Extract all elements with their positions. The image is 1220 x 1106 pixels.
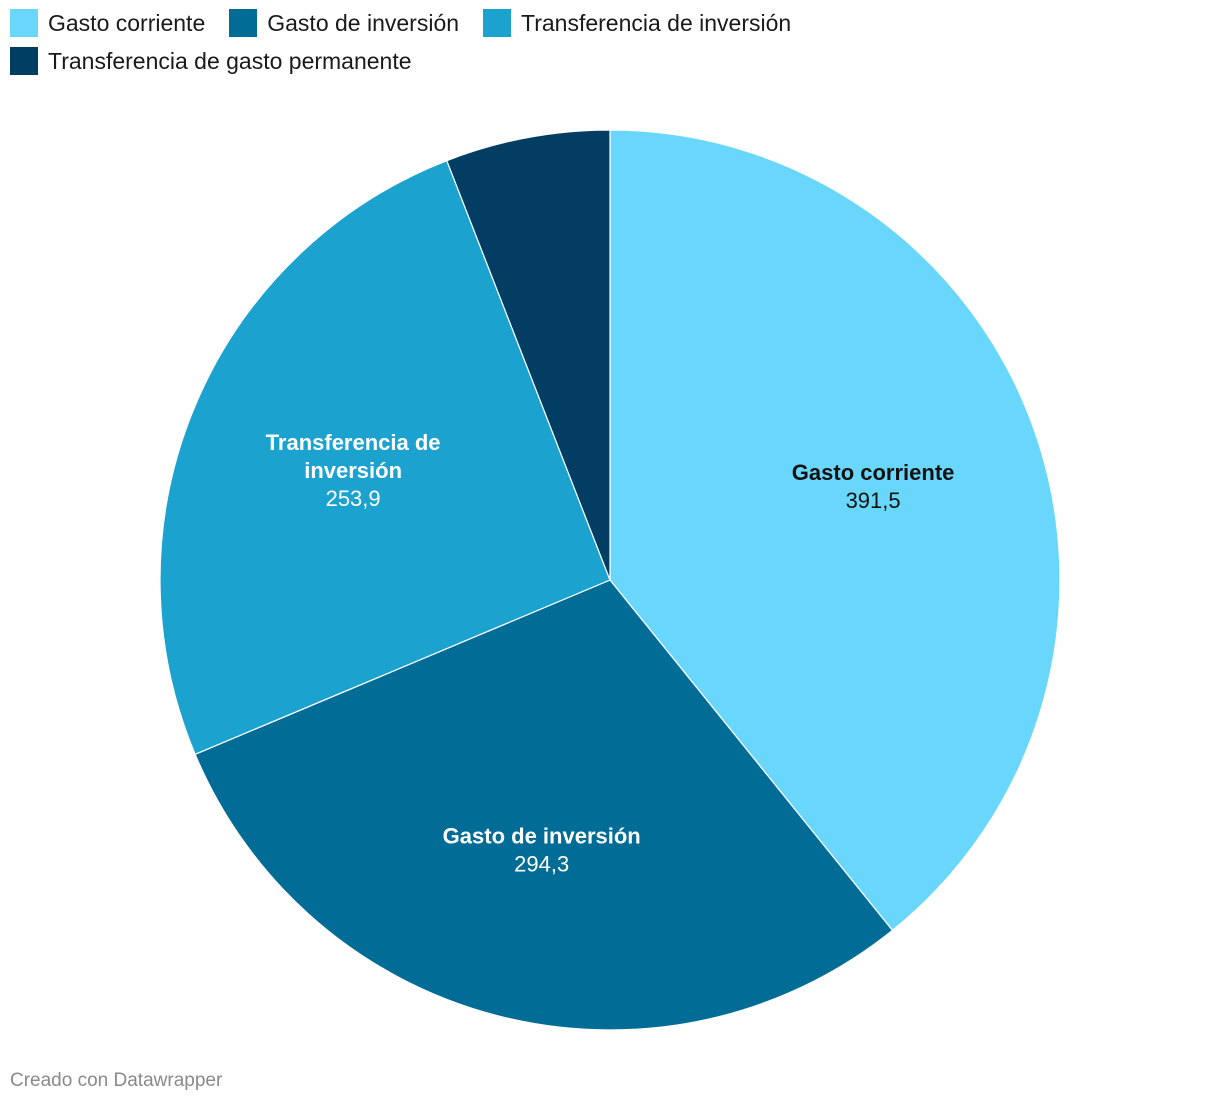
slice-label-gasto-de-inversion: Gasto de inversión	[443, 824, 641, 849]
legend-swatch	[483, 9, 512, 37]
legend-swatch	[10, 47, 38, 75]
legend-swatch	[229, 9, 258, 37]
legend-swatch	[10, 9, 38, 37]
legend-item-gasto-de-inversion: Gasto de inversión	[229, 8, 459, 38]
legend-label: Gasto de inversión	[267, 9, 460, 36]
chart-legend: Gasto corriente Gasto de inversión Trans…	[10, 8, 910, 76]
legend-label: Transferencia de gasto permanente	[48, 47, 412, 74]
pie-slice-transferencia-de-gasto-permanente	[445, 129, 611, 581]
slice-label-transferencia-de-inversion: inversión	[304, 458, 402, 483]
slice-label-gasto-corriente: Gasto corriente	[792, 460, 955, 485]
slice-value-gasto-corriente: 391,5	[846, 488, 901, 513]
pie-slice-gasto-de-inversion	[194, 579, 894, 1031]
legend-item-transferencia-de-gasto-permanente: Transferencia de gasto permanente	[10, 46, 412, 76]
slice-value-transferencia-de-inversion: 253,9	[326, 486, 381, 511]
legend-label: Transferencia de inversión	[521, 9, 792, 36]
pie-slice-transferencia-de-inversion	[159, 159, 611, 756]
legend-item-gasto-corriente: Gasto corriente	[10, 8, 205, 38]
legend-label: Gasto corriente	[48, 9, 206, 36]
footer-credit: Creado con Datawrapper	[10, 1070, 223, 1091]
pie-slice-gasto-corriente	[609, 129, 1061, 932]
slice-value-gasto-de-inversion: 294,3	[514, 852, 569, 877]
legend-item-transferencia-de-inversion: Transferencia de inversión	[483, 8, 791, 38]
slice-label-transferencia-de-inversion: Transferencia de	[266, 430, 441, 455]
